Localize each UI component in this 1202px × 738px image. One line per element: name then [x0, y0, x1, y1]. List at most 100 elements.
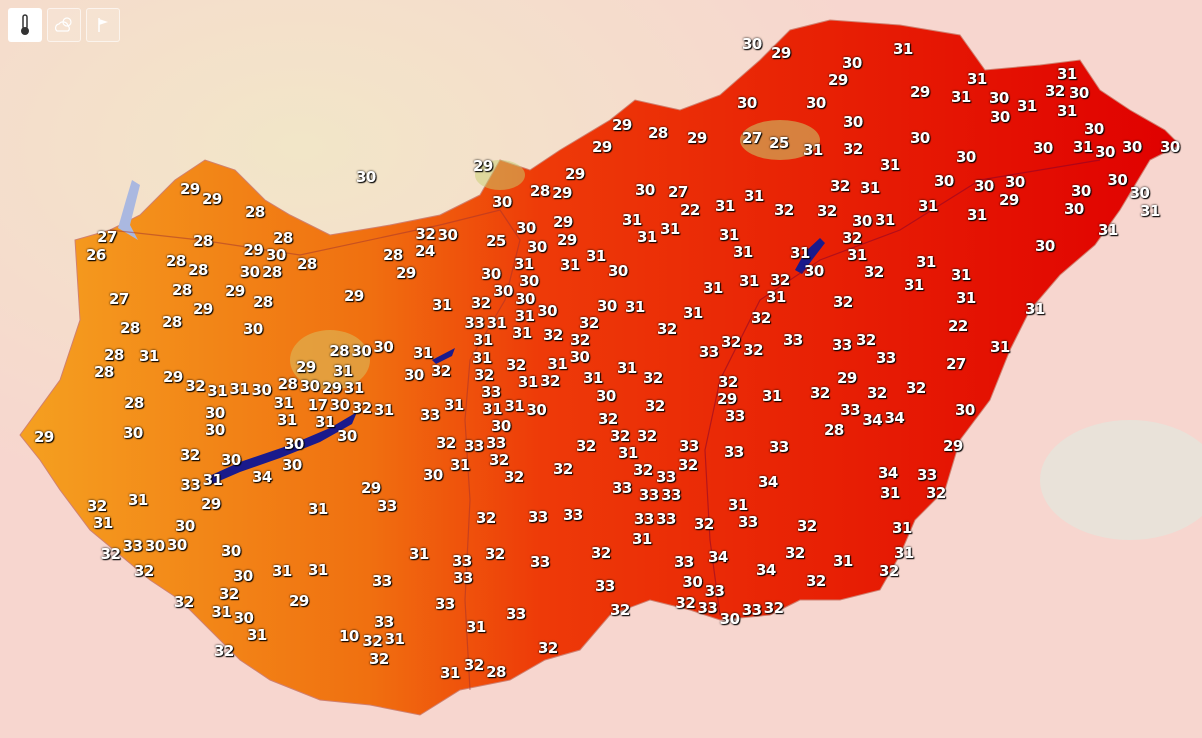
temperature-label: 31 — [632, 530, 652, 548]
temperature-label: 28 — [261, 263, 282, 282]
temperature-label: 33 — [420, 406, 440, 424]
temperature-label: 28 — [193, 232, 213, 250]
temperature-label: 33 — [697, 599, 718, 618]
temperature-label: 31 — [967, 70, 987, 89]
temperature-label: 30 — [265, 245, 286, 264]
temperature-label: 30 — [221, 451, 241, 469]
temperature-label: 32 — [87, 496, 107, 515]
temperature-label: 33 — [724, 443, 744, 461]
temperature-label: 31 — [733, 243, 753, 262]
temperature-label: 33 — [661, 485, 681, 504]
temperature-label: 32 — [830, 177, 850, 195]
temperature-label: 31 — [1098, 221, 1118, 239]
temperature-label: 30 — [1035, 237, 1055, 255]
temperature-label: 28 — [120, 319, 140, 337]
temperature-label: 30 — [1005, 173, 1025, 191]
temperature-label: 32 — [610, 426, 630, 445]
temperature-label: 30 — [337, 427, 357, 445]
weather-layer-button[interactable] — [47, 8, 81, 42]
temperature-label: 32 — [553, 460, 573, 478]
temperature-label: 28 — [172, 281, 192, 299]
temperature-label: 32 — [926, 483, 946, 502]
temperature-label: 31 — [486, 314, 507, 333]
temperature-label: 32 — [743, 341, 764, 359]
temperature-label: 33 — [679, 437, 699, 455]
temperature-label: 30 — [537, 302, 558, 320]
temperature-label: 29 — [717, 389, 737, 408]
temperature-label: 30 — [205, 421, 225, 440]
temperature-label: 30 — [1122, 138, 1142, 156]
temperature-label: 30 — [742, 35, 762, 53]
temperature-label: 30 — [233, 608, 254, 627]
temperature-label: 33 — [563, 506, 583, 524]
temperature-label: 29 — [163, 368, 183, 386]
temperature-label: 30 — [166, 536, 187, 554]
temperature-label: 29 — [837, 369, 857, 387]
temperature-label: 31 — [803, 141, 823, 159]
temperature-label: 25 — [769, 134, 789, 152]
temperature-label: 34 — [878, 464, 898, 482]
cloud-sun-icon — [55, 17, 72, 32]
temperature-label: 28 — [94, 363, 114, 382]
temperature-label: 31 — [512, 323, 532, 342]
temperature-label: 32 — [770, 270, 790, 289]
temperature-label: 30 — [1069, 84, 1089, 103]
temperature-label: 32 — [591, 544, 611, 562]
hills — [475, 160, 525, 190]
temperature-label: 28 — [824, 421, 844, 439]
temperature-label: 32 — [485, 545, 505, 563]
river-danube — [109, 209, 521, 691]
temperature-label: 30 — [329, 396, 350, 415]
temperature-label: 30 — [437, 226, 458, 244]
temperature-label: 32 — [718, 372, 738, 391]
lake-velence — [432, 348, 455, 364]
temperature-label: 29 — [202, 190, 222, 208]
temperature-label: 27 — [742, 129, 762, 147]
temperature-label: 30 — [719, 610, 740, 628]
temperature-label: 28 — [104, 345, 124, 364]
temperature-label: 31 — [440, 664, 460, 682]
temperature-label: 31 — [583, 369, 603, 388]
temperature-label: 26 — [86, 245, 106, 264]
temperature-label: 32 — [637, 426, 657, 445]
temperature-label: 29 — [201, 495, 221, 513]
temperature-label: 31 — [719, 225, 739, 244]
temperature-label: 31 — [504, 396, 525, 415]
temperature-label: 31 — [951, 87, 971, 106]
temperature-label: 32 — [489, 450, 509, 469]
temperature-label: 32 — [369, 650, 389, 668]
temperature-label: 34 — [252, 468, 272, 486]
temperature-label: 30 — [1160, 138, 1180, 156]
temperature-label: 31 — [892, 519, 912, 537]
temperature-label: 33 — [704, 581, 725, 600]
temperature-label: 30 — [519, 272, 539, 291]
temperature-label: 31 — [514, 255, 534, 274]
temperature-label: 33 — [530, 553, 550, 571]
temperature-label: 33 — [374, 613, 394, 632]
temperature-label: 30 — [284, 435, 304, 453]
temperature-label: 30 — [852, 211, 872, 230]
temperature-label: 32 — [657, 320, 677, 338]
temperature-label: 29 — [553, 213, 573, 232]
temperature-label: 30 — [239, 263, 260, 281]
temperature-label: 33 — [486, 433, 506, 452]
temperature-label: 32 — [751, 309, 771, 327]
temperature-layer-button[interactable] — [8, 8, 42, 42]
temperature-label: 31 — [202, 471, 223, 489]
temperature-label: 33 — [612, 479, 632, 497]
temperature-label: 30 — [221, 542, 241, 560]
temperature-label: 31 — [617, 359, 637, 377]
temperature-label: 32 — [867, 384, 887, 402]
temperature-label: 31 — [893, 40, 913, 58]
temperature-label: 32 — [436, 434, 456, 452]
temperature-label: 29 — [552, 184, 572, 202]
temperature-label: 30 — [1129, 184, 1150, 202]
temperature-label: 31 — [472, 348, 492, 367]
temperature-label: 31 — [308, 561, 328, 579]
temperature-label: 28 — [529, 182, 550, 200]
temperature-label: 29 — [289, 592, 309, 610]
temperature-label: 28 — [253, 293, 273, 311]
temperature-label: 31 — [1057, 64, 1077, 83]
stations-layer-button[interactable] — [86, 8, 120, 42]
